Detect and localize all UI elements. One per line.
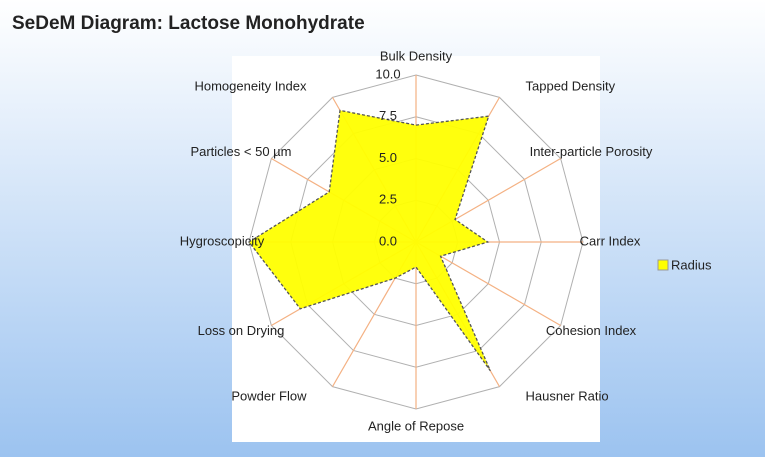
axis-label: Particles < 50 µm (190, 144, 291, 159)
legend-label: Radius (671, 257, 712, 272)
r-tick-label: 0.0 (379, 233, 397, 248)
chart-title: SeDeM Diagram: Lactose Monohydrate (12, 13, 365, 34)
axis-label: Tapped Density (526, 78, 616, 93)
axis-label: Homogeneity Index (194, 78, 307, 93)
axis-label: Carr Index (580, 233, 641, 248)
axis-label: Powder Flow (231, 388, 307, 403)
legend-swatch (657, 259, 669, 271)
axis-label: Angle of Repose (368, 418, 464, 433)
axis-label: Hygroscopicity (180, 233, 265, 248)
r-tick-label: 10.0 (375, 66, 400, 81)
r-tick-label: 5.0 (379, 150, 397, 165)
radar-area (248, 109, 491, 372)
r-tick-label: 2.5 (379, 192, 397, 207)
axis-label: Loss on Drying (198, 323, 285, 338)
axis-label: Inter-particle Porosity (530, 144, 653, 159)
axis-label: Cohesion Index (546, 323, 637, 338)
axis-label: Bulk Density (380, 48, 453, 63)
r-tick-label: 7.5 (379, 108, 397, 123)
axis-label: Hausner Ratio (526, 388, 609, 403)
